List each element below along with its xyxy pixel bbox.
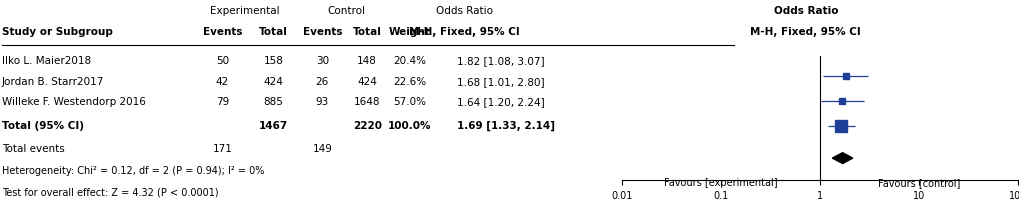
Text: 1.68 [1.01, 2.80]: 1.68 [1.01, 2.80] (457, 77, 544, 86)
Text: 1.82 [1.08, 3.07]: 1.82 [1.08, 3.07] (457, 56, 544, 66)
Text: 26: 26 (316, 77, 328, 86)
Text: 1648: 1648 (354, 97, 380, 107)
Text: 20.4%: 20.4% (393, 56, 426, 66)
Polygon shape (832, 153, 852, 164)
Text: Control: Control (327, 6, 366, 16)
Text: 50: 50 (216, 56, 228, 66)
Text: Favours [experimental]: Favours [experimental] (663, 177, 777, 187)
Text: Events: Events (303, 27, 341, 37)
Text: 42: 42 (216, 77, 228, 86)
Text: 158: 158 (263, 56, 283, 66)
Text: Total: Total (353, 27, 381, 37)
Text: 171: 171 (212, 143, 232, 153)
Text: 1.69 [1.33, 2.14]: 1.69 [1.33, 2.14] (457, 120, 554, 131)
Text: 148: 148 (357, 56, 377, 66)
Text: 93: 93 (316, 97, 328, 107)
Text: Total events: Total events (2, 143, 65, 153)
Text: 424: 424 (263, 77, 283, 86)
Text: 2220: 2220 (353, 121, 381, 130)
Text: 149: 149 (312, 143, 332, 153)
Text: Heterogeneity: Chi² = 0.12, df = 2 (P = 0.94); I² = 0%: Heterogeneity: Chi² = 0.12, df = 2 (P = … (2, 165, 264, 175)
Text: 424: 424 (357, 77, 377, 86)
Text: Jordan B. Starr2017: Jordan B. Starr2017 (2, 77, 104, 86)
Text: Total: Total (259, 27, 287, 37)
Text: 22.6%: 22.6% (393, 77, 426, 86)
Text: Experimental: Experimental (210, 6, 279, 16)
Text: 1.64 [1.20, 2.24]: 1.64 [1.20, 2.24] (457, 97, 544, 107)
Text: 79: 79 (216, 97, 228, 107)
Text: Events: Events (203, 27, 242, 37)
Text: 885: 885 (263, 97, 283, 107)
Text: Willeke F. Westendorp 2016: Willeke F. Westendorp 2016 (2, 97, 146, 107)
Text: Odds Ratio: Odds Ratio (772, 6, 838, 16)
Text: 30: 30 (316, 56, 328, 66)
Text: Favours [control]: Favours [control] (877, 177, 959, 187)
Text: 57.0%: 57.0% (393, 97, 426, 107)
Text: Odds Ratio: Odds Ratio (435, 6, 492, 16)
Text: 1467: 1467 (259, 121, 287, 130)
Text: Test for overall effect: Z = 4.32 (P < 0.0001): Test for overall effect: Z = 4.32 (P < 0… (2, 187, 218, 197)
Text: Ilko L. Maier2018: Ilko L. Maier2018 (2, 56, 91, 66)
Text: M-H, Fixed, 95% CI: M-H, Fixed, 95% CI (750, 27, 860, 37)
Text: Total (95% CI): Total (95% CI) (2, 121, 84, 130)
Text: M-H, Fixed, 95% CI: M-H, Fixed, 95% CI (409, 27, 519, 37)
Text: 100.0%: 100.0% (388, 121, 431, 130)
Text: Weight: Weight (389, 27, 430, 37)
Text: Study or Subgroup: Study or Subgroup (2, 27, 113, 37)
